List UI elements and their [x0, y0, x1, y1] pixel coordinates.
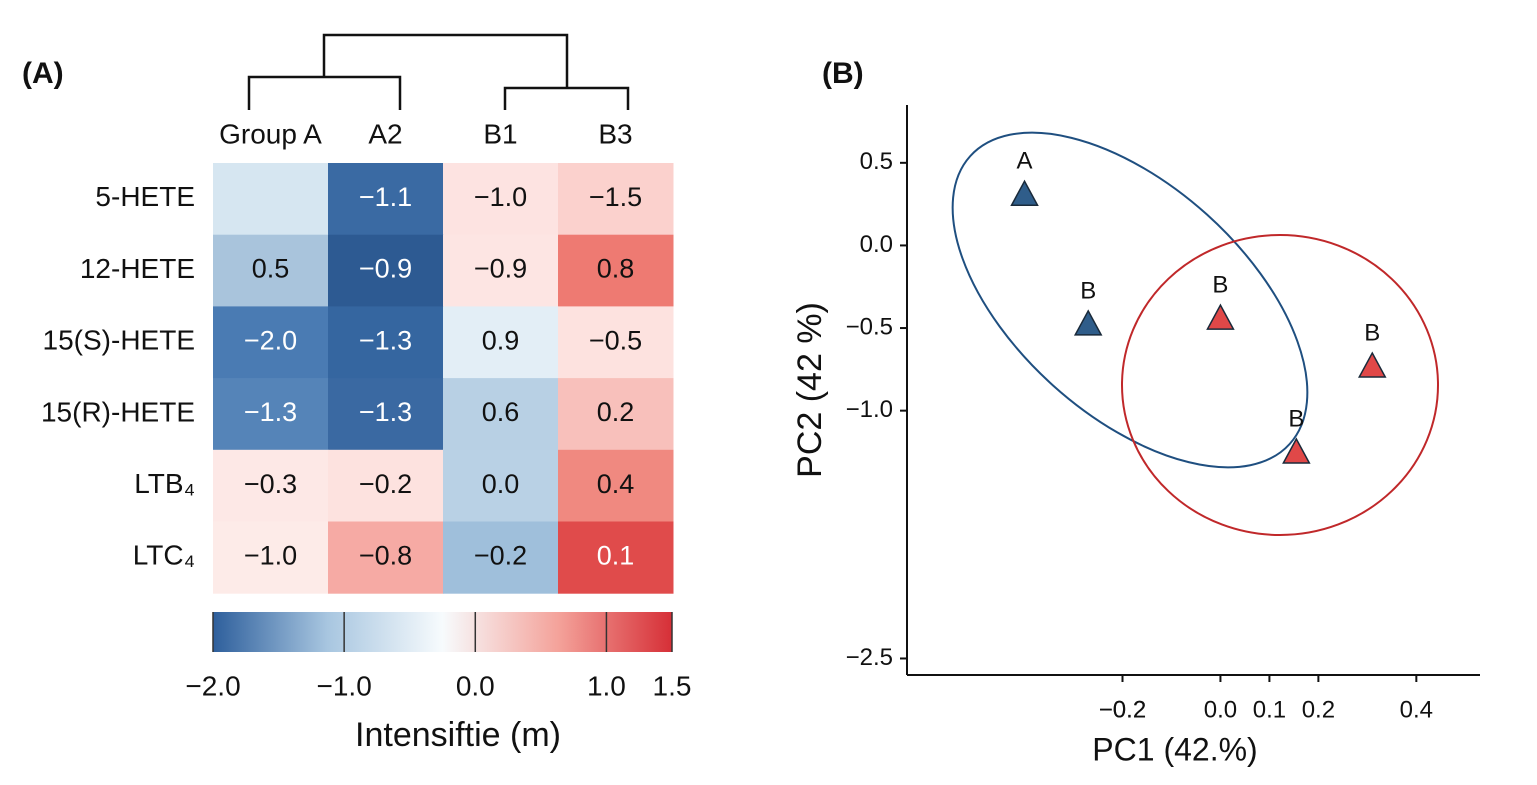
- heatmap-cell: [443, 449, 559, 522]
- heatmap-cell: [213, 449, 329, 522]
- y-tick-label: 0.5: [860, 148, 893, 175]
- point-label: B: [1080, 277, 1096, 304]
- panel-label: (A): [22, 57, 64, 90]
- cell-label: −0.9: [359, 254, 412, 284]
- cell-label: −1.0: [244, 540, 297, 570]
- column-label: Group A: [219, 118, 322, 149]
- cell-label: 0.8: [597, 254, 635, 284]
- heatmap-cell: [558, 378, 674, 451]
- y-tick-label: −2.5: [846, 644, 893, 671]
- x-tick-label: −0.2: [1099, 696, 1146, 723]
- cell-label: −1.5: [589, 182, 642, 212]
- heatmap-cell: [443, 521, 559, 594]
- heatmap-cell: [443, 234, 559, 307]
- cell-label: −0.8: [359, 540, 412, 570]
- cell-label: −1.3: [359, 325, 412, 355]
- y-axis-label: PC2 (42 %): [791, 302, 829, 478]
- colorbar-label: Intensiftie (m): [355, 716, 561, 754]
- y-tick-label: 0.0: [860, 231, 893, 258]
- y-tick-label: −1.0: [846, 396, 893, 423]
- x-tick-label: 0.1: [1253, 696, 1286, 723]
- group-ellipse: [951, 131, 1309, 469]
- x-tick-label: −0.2: [1099, 696, 1146, 723]
- colorbar-tick-label: −2.0: [185, 670, 240, 701]
- dendrogram-branch: [503, 86, 630, 110]
- dendrogram-branch: [322, 33, 569, 88]
- cell-label: −2.0: [244, 325, 297, 355]
- x-tick-label: 0.4: [1400, 696, 1433, 723]
- heatmap-cell: [443, 163, 559, 236]
- heatmap-cell: [213, 306, 329, 379]
- cell-label: −0.3: [244, 469, 297, 499]
- heatmap-cell: [213, 163, 329, 236]
- column-label: B1: [483, 118, 517, 149]
- x-tick-label: 0.0: [1204, 696, 1237, 723]
- row-label: 15(S)-HETE: [43, 325, 195, 356]
- heatmap-cell: [558, 234, 674, 307]
- heatmap-cell: [328, 234, 444, 307]
- cell-label: 0.5: [252, 254, 290, 284]
- cell-label: 0.6: [482, 397, 520, 427]
- point-label: B: [1288, 405, 1304, 432]
- heatmap-cell: [443, 306, 559, 379]
- point: [1010, 179, 1039, 206]
- point-label: A: [1017, 148, 1033, 175]
- colorbar-tick-label: 1.0: [587, 670, 626, 701]
- cell-label: 0.0: [482, 469, 520, 499]
- heatmap-cell: [328, 449, 444, 522]
- row-label: 5-HETE: [95, 181, 195, 212]
- row-label: 15(R)-HETE: [41, 396, 195, 427]
- cell-label: −1.0: [474, 182, 527, 212]
- heatmap-cell: [213, 234, 329, 307]
- dendrogram-branch: [247, 75, 402, 110]
- x-axis-label: PC1 (42.%): [1092, 731, 1257, 767]
- colorbar: [213, 612, 672, 652]
- cell-label: 0.9: [482, 325, 520, 355]
- heatmap-cell: [328, 163, 444, 236]
- cell-label: −1.3: [244, 397, 297, 427]
- heatmap-cell: [213, 521, 329, 594]
- cell-label: −0.9: [474, 254, 527, 284]
- heatmap-cell: [443, 378, 559, 451]
- heatmap-cell: [213, 378, 329, 451]
- dendrogram: [247, 33, 630, 110]
- column-label: A2: [368, 118, 402, 149]
- row-label: LTB₄: [134, 468, 195, 499]
- heatmap-cell: [328, 306, 444, 379]
- heatmap-cell: [558, 521, 674, 594]
- point: [1282, 437, 1311, 464]
- point: [1358, 351, 1387, 378]
- point: [1073, 309, 1103, 336]
- panel-label: (B): [822, 57, 864, 90]
- heatmap-cell: [558, 449, 674, 522]
- heatmap-cell: [328, 521, 444, 594]
- cell-label: −0.2: [359, 469, 412, 499]
- cell-label: −0.5: [589, 325, 642, 355]
- heatmap-cell: [558, 163, 674, 236]
- cell-label: 0.4: [597, 469, 635, 499]
- heatmap-cell: [328, 378, 444, 451]
- cell-label: 0.1: [597, 540, 635, 570]
- colorbar-tick-label: −1.0: [317, 670, 372, 701]
- colorbar-tick-label: 0.0: [456, 670, 495, 701]
- column-label: B3: [598, 118, 632, 149]
- y-tick-label: −0.5: [846, 313, 893, 340]
- cell-label: −0.2: [474, 540, 527, 570]
- row-label: 12-HETE: [80, 253, 195, 284]
- point: [1206, 303, 1235, 330]
- row-label: LTC₄: [133, 540, 195, 571]
- point-label: B: [1212, 271, 1228, 298]
- point-label: B: [1364, 319, 1380, 346]
- cell-label: 0.2: [597, 397, 635, 427]
- group-ellipse: [1121, 234, 1439, 536]
- heatmap-cell: [558, 306, 674, 379]
- ellipses: [951, 131, 1439, 536]
- colorbar-tick-label: 1.5: [653, 670, 692, 701]
- x-tick-label: 0.2: [1302, 696, 1335, 723]
- cell-label: −1.1: [359, 182, 412, 212]
- cell-label: −1.3: [359, 397, 412, 427]
